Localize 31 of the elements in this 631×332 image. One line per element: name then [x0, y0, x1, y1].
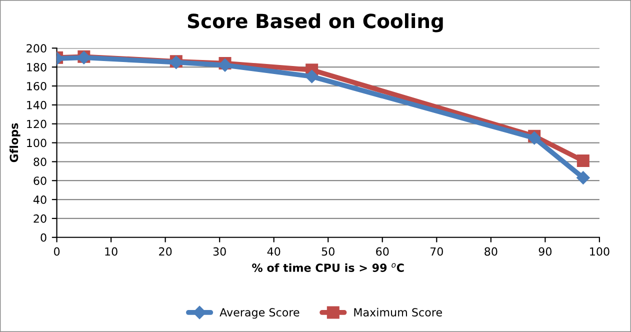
x-tick-label: 60 [376, 247, 389, 256]
x-tick-label: 10 [105, 247, 118, 256]
point [576, 171, 590, 184]
point [305, 70, 318, 84]
legend-label: Average Score [220, 308, 300, 319]
x-tick-label: 40 [267, 247, 280, 256]
x-tick-label: 70 [430, 247, 443, 256]
point [528, 131, 541, 145]
x-tick-label: 100 [590, 247, 610, 256]
y-tick-label: 120 [27, 120, 46, 128]
y-tick-label: 140 [27, 100, 46, 110]
y-tick-label: 80 [34, 158, 46, 166]
point [576, 154, 590, 167]
x-tick-label: 0 [54, 247, 60, 256]
x-tick-label: 50 [322, 247, 334, 256]
x-tick-label: 30 [213, 247, 226, 256]
y-tick-label: 20 [34, 214, 46, 223]
y-tick-label: 100 [27, 138, 46, 148]
x-tick-label: 80 [484, 247, 498, 256]
y-tick-label: 160 [27, 82, 46, 90]
y-tick-label: 60 [34, 176, 46, 185]
x-tick-label: 20 [159, 247, 172, 256]
y-axis-title: Gflops [10, 123, 20, 162]
chart-title: Score Based on Cooling [188, 13, 443, 32]
y-tick-label: 200 [26, 44, 46, 53]
y-tick-label: 40 [33, 196, 46, 204]
legend-label: Maximum Score [354, 308, 442, 317]
x-tick-label: 90 [538, 247, 552, 256]
y-tick-label: 180 [27, 63, 46, 72]
y-tick-label: 0 [40, 233, 46, 242]
x-axis-title: % of time CPU is > 99 $^{o}$C [252, 263, 404, 272]
